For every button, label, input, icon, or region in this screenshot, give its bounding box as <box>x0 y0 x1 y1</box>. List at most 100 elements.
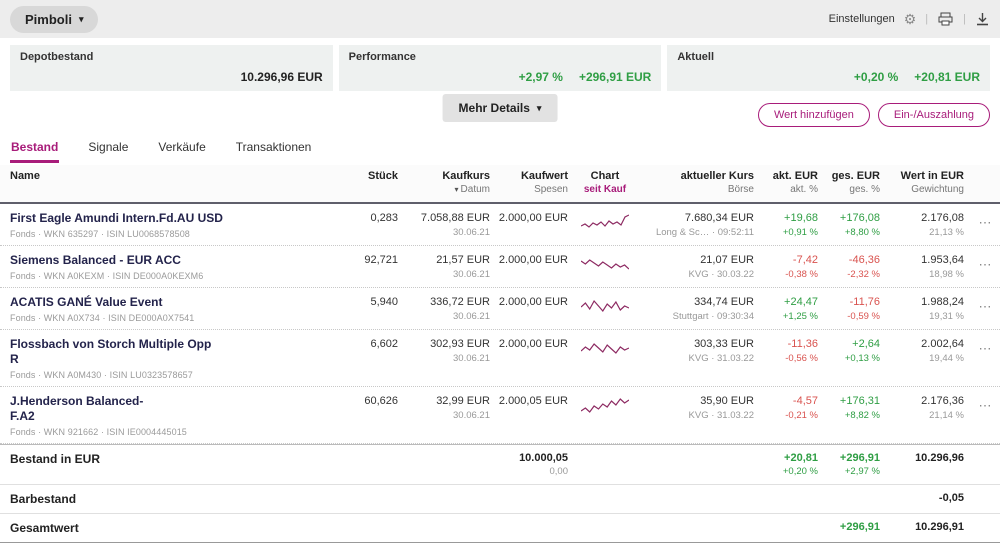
akt-eur-cell: +24,47+1,25 % <box>760 295 824 323</box>
chevron-down-icon: ▾ <box>537 103 542 114</box>
more-details-button[interactable]: Mehr Details ▾ <box>443 94 558 122</box>
totals-row-bestand: Bestand in EUR 10.000,05 0,00 +20,81 +0,… <box>0 444 1000 485</box>
ges-eur-cell: +176,08+8,80 % <box>824 211 886 239</box>
download-icon <box>976 12 989 26</box>
col-kurs[interactable]: aktueller Kurs Börse <box>642 170 760 196</box>
totals-akt-eur: +20,81 <box>760 452 818 464</box>
ges-eur-cell: -46,36-2,32 % <box>824 253 886 281</box>
card-label: Aktuell <box>677 51 980 63</box>
summary-card-performance: Performance +2,97 % +296,91 EUR <box>339 45 662 91</box>
instrument-meta: Fonds · WKN 635297 · ISIN LU0068578508 <box>10 229 328 239</box>
ges-eur-cell: +2,64+0,13 % <box>824 337 886 365</box>
kaufkurs-cell: 302,93 EUR30.06.21 <box>404 337 496 365</box>
aktueller-kurs-cell: 7.680,34 EURLong & Sc… · 09:52:11 <box>642 211 760 239</box>
gesamtwert-label: Gesamtwert <box>0 521 334 535</box>
kaufkurs-cell: 32,99 EUR30.06.21 <box>404 394 496 422</box>
col-kaufwert[interactable]: Kaufwert Spesen <box>496 170 574 196</box>
instrument-name[interactable]: First Eagle Amundi Intern.Fd.AU USD <box>10 211 223 226</box>
sort-icon[interactable]: ▾ <box>455 185 459 194</box>
instrument-meta: Fonds · WKN 921662 · ISIN IE0004445015 <box>10 427 328 437</box>
sparkline-chart[interactable] <box>574 394 642 419</box>
summary-card-aktuell: Aktuell +0,20 % +20,81 EUR <box>667 45 990 91</box>
kaufwert-cell: 2.000,00 EUR <box>496 253 574 267</box>
sparkline-svg <box>581 255 629 275</box>
tab-verkaeufe[interactable]: Verkäufe <box>157 136 206 163</box>
row-menu-button[interactable]: ⋯ <box>970 253 1000 273</box>
printer-icon <box>938 12 953 26</box>
more-details-label: Mehr Details <box>459 101 530 115</box>
totals-ges-eur: +296,91 <box>824 452 880 464</box>
aktueller-kurs-cell: 21,07 EURKVG · 30.03.22 <box>642 253 760 281</box>
tab-bestand[interactable]: Bestand <box>10 136 59 163</box>
instrument-cell: Flossbach von Storch Multiple OppRFonds … <box>0 337 334 380</box>
col-name[interactable]: Name <box>0 170 334 182</box>
stueck-cell: 5,940 <box>334 295 404 309</box>
instrument-cell: First Eagle Amundi Intern.Fd.AU USD Fonds… <box>0 211 334 239</box>
col-stueck[interactable]: Stück <box>334 170 404 182</box>
col-chart[interactable]: Chart seit Kauf <box>574 170 642 196</box>
stueck-cell: 0,283 <box>334 211 404 225</box>
totals-row-barbestand: Barbestand -0,05 <box>0 485 1000 514</box>
account-name: Pimboli <box>25 12 72 27</box>
instrument-cell: Siemens Balanced - EUR ACCFonds · WKN A0… <box>0 253 334 281</box>
kaufwert-cell: 2.000,00 EUR <box>496 337 574 351</box>
stueck-cell: 92,721 <box>334 253 404 267</box>
aktuell-percent: +0,20 % <box>854 70 898 84</box>
kaufkurs-cell: 7.058,88 EUR30.06.21 <box>404 211 496 239</box>
download-button[interactable] <box>975 11 990 27</box>
divider: | <box>963 13 966 25</box>
sparkline-chart[interactable] <box>574 337 642 362</box>
table-row: Siemens Balanced - EUR ACCFonds · WKN A0… <box>0 246 1000 288</box>
table-header: Name Stück Kaufkurs ▾Datum Kaufwert Spes… <box>0 165 1000 204</box>
actions-row: Mehr Details ▾ Wert hinzufügen Ein-/Ausz… <box>0 94 1000 132</box>
barbestand-wert: -0,05 <box>886 492 964 504</box>
instrument-name[interactable]: Siemens Balanced - EUR ACC <box>10 253 181 268</box>
tab-signale[interactable]: Signale <box>87 136 129 163</box>
tab-transaktionen[interactable]: Transaktionen <box>235 136 313 163</box>
stueck-cell: 60,626 <box>334 394 404 408</box>
top-bar: Pimboli ▾ Einstellungen ⚙ | | <box>0 0 1000 38</box>
instrument-name[interactable]: ACATIS GANÉ Value Event <box>10 295 162 310</box>
totals-akt-pct: +0,20 % <box>760 466 818 477</box>
row-menu-button[interactable]: ⋯ <box>970 394 1000 414</box>
kaufkurs-cell: 336,72 EUR30.06.21 <box>404 295 496 323</box>
col-ges-eur[interactable]: ges. EUR ges. % <box>824 170 886 196</box>
add-value-button[interactable]: Wert hinzufügen <box>758 103 870 127</box>
settings-link[interactable]: Einstellungen <box>829 13 895 25</box>
sparkline-chart[interactable] <box>574 211 642 236</box>
account-selector[interactable]: Pimboli ▾ <box>10 6 98 33</box>
print-button[interactable] <box>937 11 954 27</box>
table-body: First Eagle Amundi Intern.Fd.AU USD Fonds… <box>0 204 1000 444</box>
stueck-cell: 6,602 <box>334 337 404 351</box>
performance-percent: +2,97 % <box>519 70 563 84</box>
totals-kaufwert: 10.000,05 <box>496 452 568 464</box>
instrument-name[interactable]: J.Henderson Balanced-F.A2 <box>10 394 143 424</box>
gesamtwert-ges: +296,91 <box>824 521 880 533</box>
sparkline-chart[interactable] <box>574 295 642 320</box>
sparkline-chart[interactable] <box>574 253 642 278</box>
table-row: ACATIS GANÉ Value Event Fonds · WKN A0X73… <box>0 288 1000 330</box>
payin-payout-button[interactable]: Ein-/Auszahlung <box>878 103 990 127</box>
top-right-tools: Einstellungen ⚙ | | <box>829 11 990 27</box>
card-label: Depotbestand <box>20 51 323 63</box>
card-label: Performance <box>349 51 652 63</box>
table-row: J.Henderson Balanced-F.A2 Fonds · WKN 921… <box>0 387 1000 444</box>
row-menu-button[interactable]: ⋯ <box>970 295 1000 315</box>
col-kaufkurs[interactable]: Kaufkurs ▾Datum <box>404 170 496 196</box>
kaufwert-cell: 2.000,05 EUR <box>496 394 574 408</box>
instrument-name[interactable]: Flossbach von Storch Multiple OppR <box>10 337 211 367</box>
gear-icon[interactable]: ⚙ <box>904 12 917 26</box>
aktueller-kurs-cell: 334,74 EURStuttgart · 09:30:34 <box>642 295 760 323</box>
totals-row-gesamtwert: Gesamtwert +296,91 10.296,91 <box>0 514 1000 543</box>
totals-ges-pct: +2,97 % <box>824 466 880 477</box>
table-row: First Eagle Amundi Intern.Fd.AU USD Fonds… <box>0 204 1000 246</box>
wert-cell: 1.988,2419,31 % <box>886 295 970 323</box>
depot-value: 10.296,96 EUR <box>241 70 323 84</box>
col-wert[interactable]: Wert in EUR Gewichtung <box>886 170 970 196</box>
instrument-meta: Fonds · WKN A0X734 · ISIN DE000A0X7541 <box>10 313 328 323</box>
akt-eur-cell: +19,68+0,91 % <box>760 211 824 239</box>
col-akt-eur[interactable]: akt. EUR akt. % <box>760 170 824 196</box>
row-menu-button[interactable]: ⋯ <box>970 337 1000 357</box>
tab-bar: Bestand Signale Verkäufe Transaktionen <box>0 132 1000 163</box>
row-menu-button[interactable]: ⋯ <box>970 211 1000 231</box>
